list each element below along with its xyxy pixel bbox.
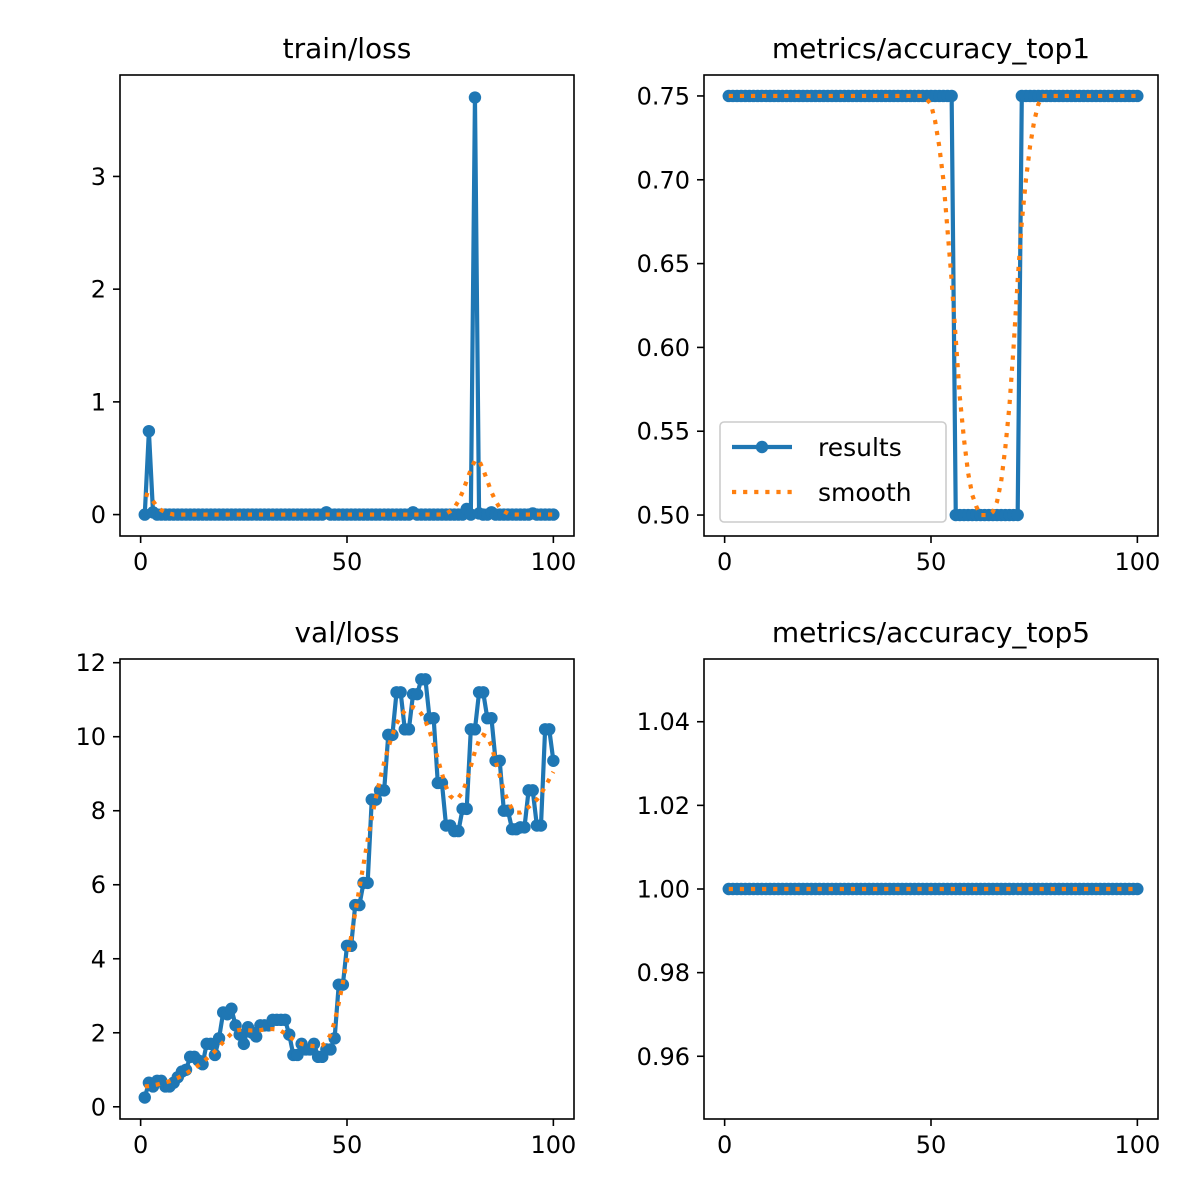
data-point (460, 802, 473, 816)
x-tick-label: 100 (530, 548, 576, 576)
series-line-smooth (728, 93, 1138, 518)
data-point (233, 1028, 246, 1041)
subplot-title: metrics/accuracy_top1 (772, 32, 1090, 65)
x-tick-label: 50 (916, 548, 947, 576)
data-point (1131, 89, 1144, 103)
x-tick-label: 50 (332, 1131, 363, 1159)
axes-frame (119, 658, 575, 1120)
x-tick-label: 0 (717, 1131, 732, 1159)
data-point (485, 712, 498, 725)
series-markers-results (722, 882, 1144, 896)
y-tick-label: 8 (91, 797, 106, 825)
data-point (547, 754, 560, 767)
subplot-title: metrics/accuracy_top5 (772, 616, 1090, 649)
series-line-smooth (144, 458, 554, 517)
y-tick-label: 0.50 (637, 502, 690, 530)
y-tick-label: 0.75 (637, 82, 690, 110)
y-tick-label: 1 (91, 388, 106, 416)
y-tick-label: 2 (91, 276, 106, 304)
data-point (208, 1048, 222, 1062)
legend-label-results: results (818, 433, 902, 462)
x-tick-label: 100 (530, 1131, 576, 1159)
data-point (419, 673, 432, 686)
data-point (369, 793, 383, 806)
subplot-4: metrics/accuracy_top5 0 50 100 0.96 0.98 1.00 1… (637, 616, 1161, 1159)
data-point (468, 91, 482, 104)
data-point (427, 712, 440, 725)
data-point (543, 723, 556, 736)
data-point (179, 1063, 193, 1076)
y-tick-label: 1.02 (637, 792, 690, 820)
plot-area (722, 89, 1144, 522)
plot-area (722, 882, 1144, 896)
series-markers-results (138, 673, 560, 1104)
data-point (452, 824, 465, 838)
plot-area (138, 673, 560, 1104)
plot-area (138, 91, 560, 521)
data-point (526, 784, 539, 797)
subplot-3: val/loss 0 50 100 0 2 4 6 8 10 12 (75, 616, 576, 1159)
y-tick-label: 0.98 (637, 959, 690, 987)
x-tick-label: 0 (133, 548, 148, 576)
data-point (534, 819, 548, 832)
y-tick-label: 1.04 (637, 708, 690, 736)
y-tick-label: 0 (91, 501, 106, 529)
y-tick-label: 12 (75, 649, 106, 677)
data-point (945, 89, 958, 103)
y-tick-label: 0.55 (637, 418, 690, 446)
data-point (307, 1037, 321, 1051)
legend-marker (755, 440, 769, 454)
data-point (142, 424, 156, 438)
legend-label-smooth: smooth (818, 478, 912, 507)
data-point (1131, 882, 1144, 896)
y-tick-label: 1.00 (637, 876, 690, 904)
data-point (138, 1091, 151, 1104)
data-point (237, 1037, 251, 1051)
y-tick-label: 3 (91, 163, 106, 191)
legend: results smooth (719, 421, 947, 523)
data-point (402, 723, 416, 736)
y-tick-label: 2 (91, 1019, 106, 1047)
x-tick-label: 50 (916, 1131, 947, 1159)
axes-frame (119, 74, 575, 537)
data-point (278, 1013, 292, 1027)
x-tick-label: 0 (717, 548, 732, 576)
y-tick-label: 4 (91, 945, 106, 973)
y-tick-label: 0.60 (637, 334, 690, 362)
y-tick-label: 0.96 (637, 1043, 690, 1071)
x-tick-label: 50 (332, 548, 363, 576)
series-line-smooth (144, 704, 556, 1089)
data-point (353, 898, 366, 912)
y-tick-label: 0 (91, 1093, 106, 1121)
x-tick-label: 0 (133, 1131, 148, 1159)
data-point (518, 821, 531, 834)
data-point (410, 687, 424, 701)
y-tick-label: 0.65 (637, 250, 690, 278)
data-point (547, 508, 560, 521)
x-tick-label: 100 (1114, 548, 1160, 576)
series-line-results (142, 95, 554, 517)
series-markers-results (722, 89, 1144, 522)
data-point (336, 978, 350, 991)
data-point (468, 723, 482, 736)
y-tick-label: 6 (91, 871, 106, 899)
y-tick-label: 10 (75, 723, 106, 751)
subplot-1: train/loss 0 50 100 0 1 2 3 (91, 32, 577, 576)
data-point (377, 784, 391, 797)
subplot-2: metrics/accuracy_top1 0 50 100 0.50 0.55 0.60 0… (637, 32, 1161, 576)
data-point (477, 686, 490, 699)
data-point (225, 1002, 238, 1015)
data-point (250, 1030, 263, 1043)
x-tick-label: 100 (1114, 1131, 1160, 1159)
data-point (1011, 508, 1024, 522)
subplot-title: train/loss (283, 32, 412, 65)
subplot-title: val/loss (294, 616, 399, 649)
data-point (394, 686, 407, 699)
data-point (361, 876, 374, 890)
series-markers-results (138, 91, 560, 521)
series-line-results (142, 677, 556, 1099)
data-point (324, 1043, 337, 1056)
y-tick-label: 0.70 (637, 166, 690, 194)
